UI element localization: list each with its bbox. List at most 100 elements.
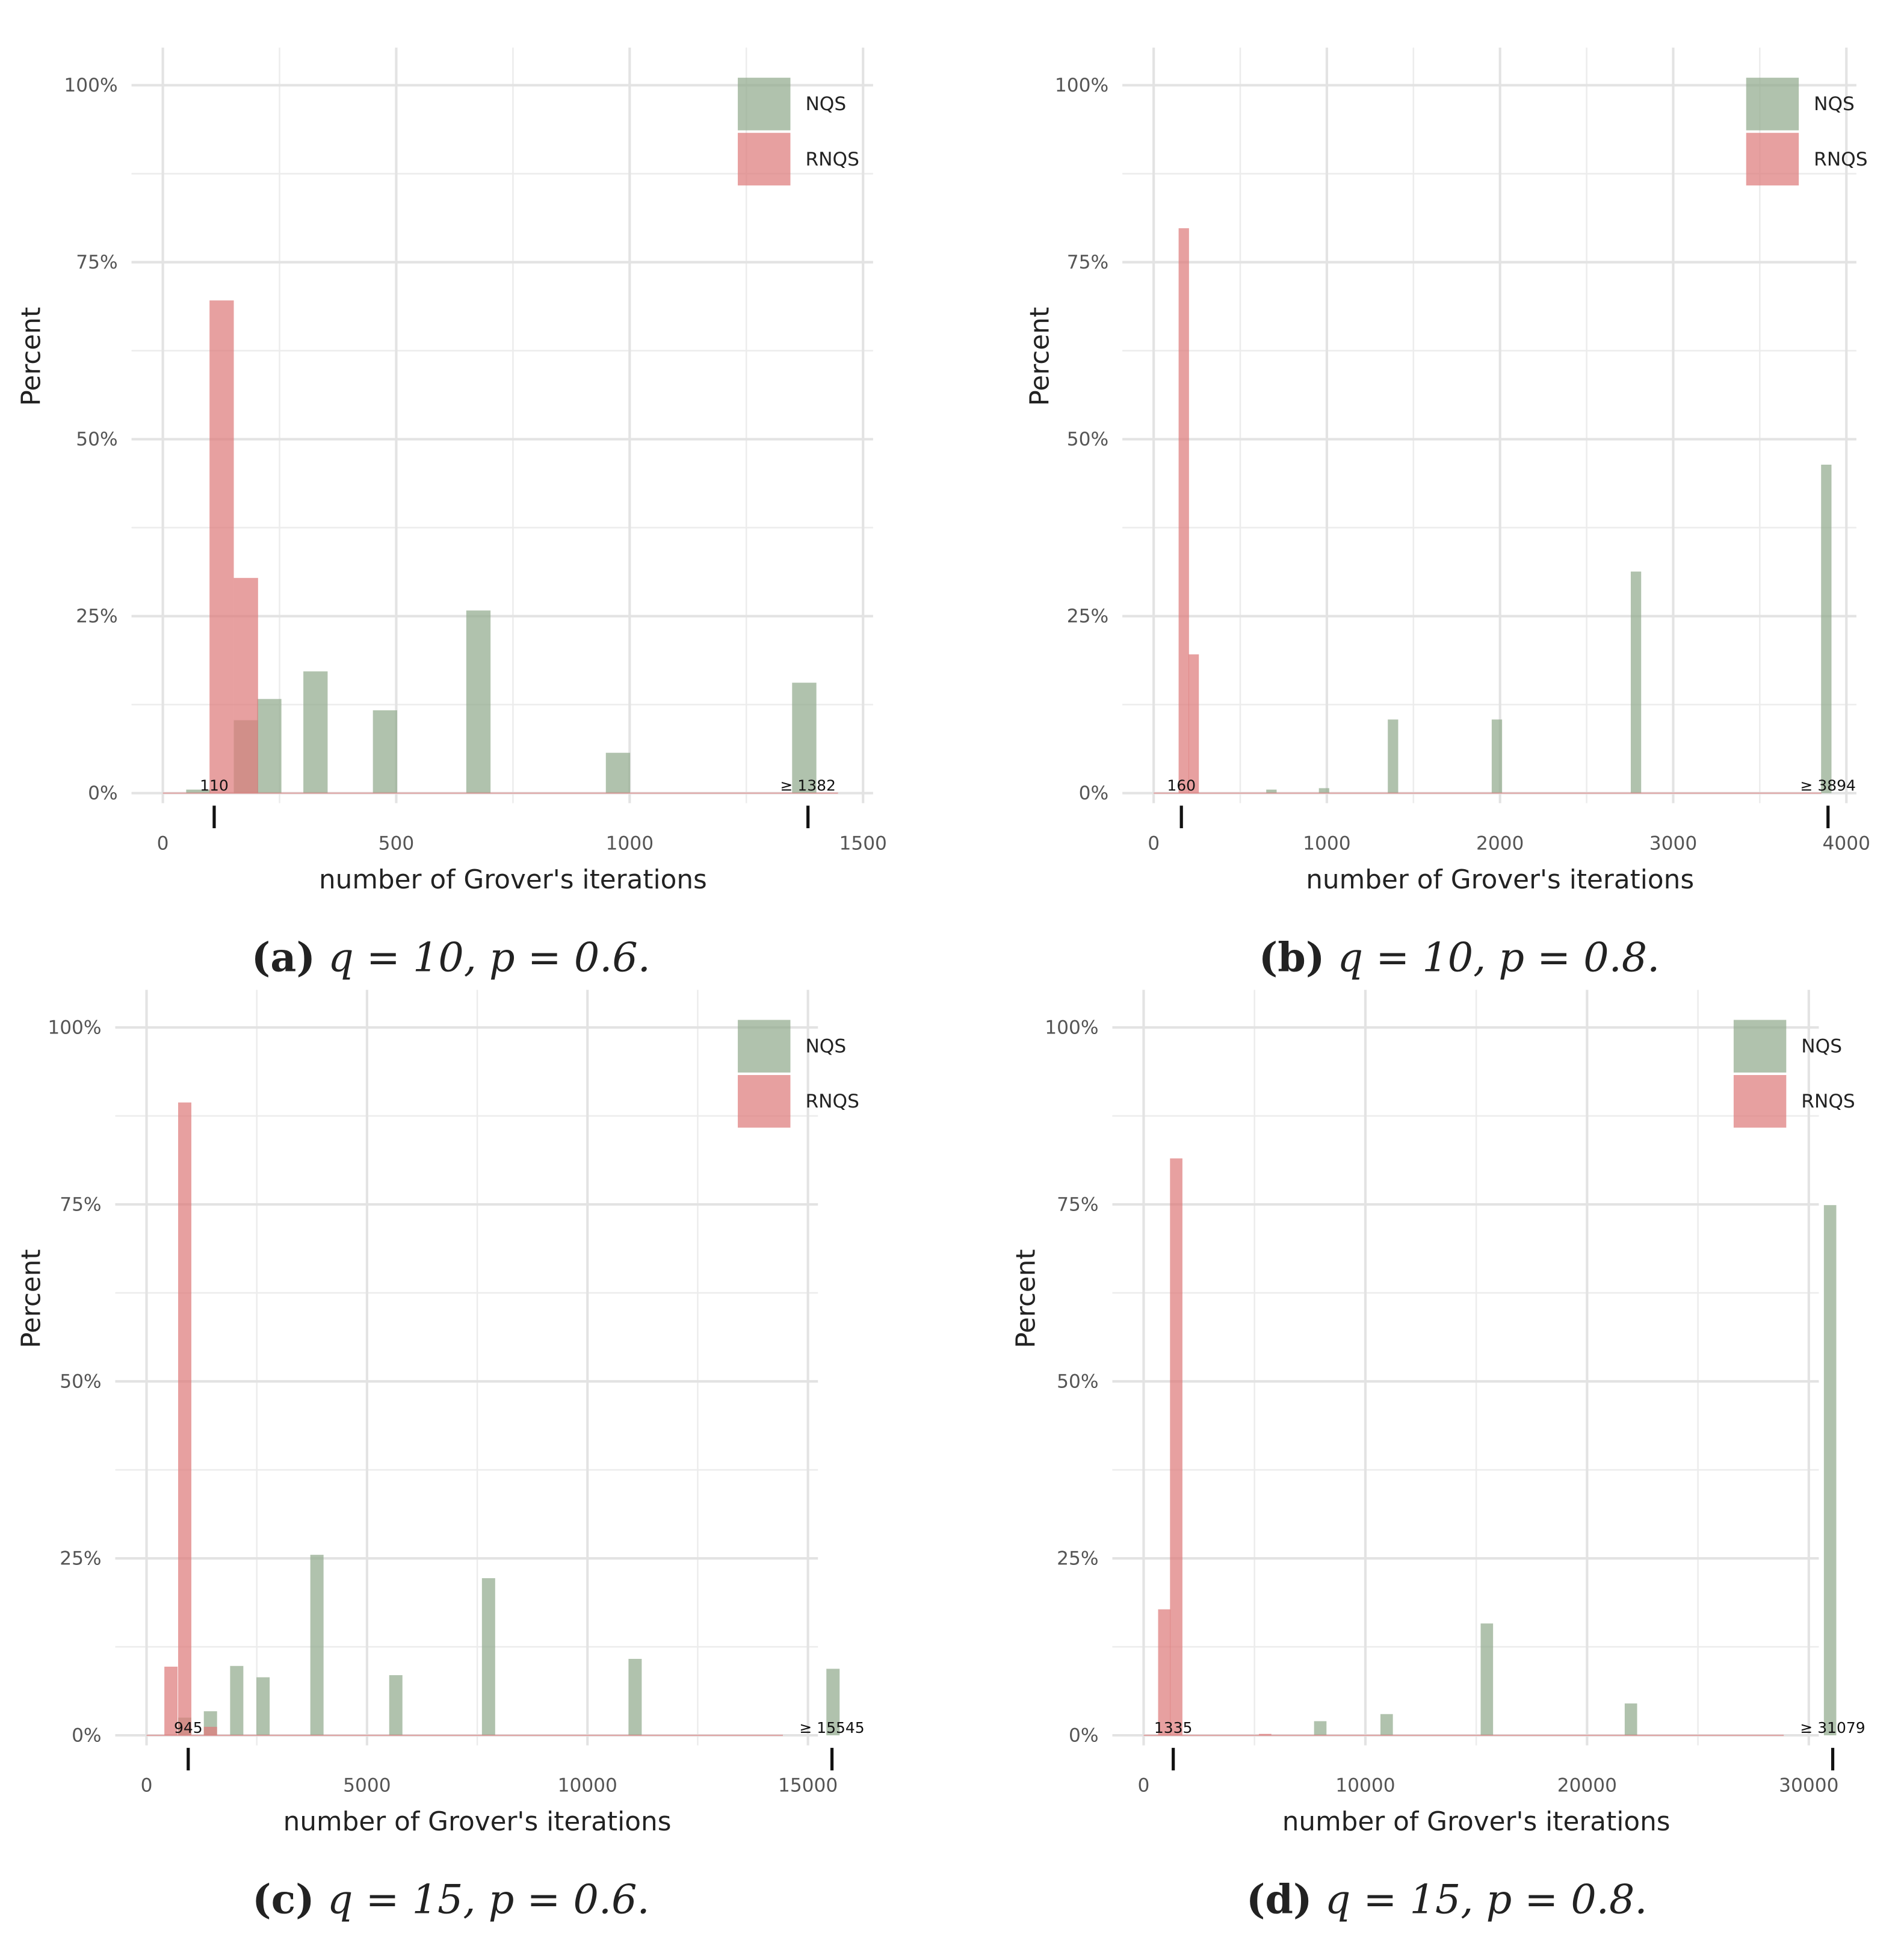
- y-tick-label: 100%: [64, 75, 117, 96]
- bar: [1630, 571, 1642, 793]
- bar: [1266, 789, 1277, 793]
- x-tick-label: 5000: [343, 1775, 391, 1797]
- bar: [1178, 228, 1189, 793]
- caption: (d) q = 15, p = 0.8.: [1246, 1876, 1648, 1923]
- caption-label: (d): [1246, 1876, 1312, 1923]
- legend-swatch: [738, 132, 791, 186]
- bar: [481, 1578, 495, 1736]
- y-tick-label: 50%: [60, 1371, 101, 1392]
- annotation-label: ≥ 15545: [799, 1719, 864, 1736]
- x-tick-label: 4000: [1823, 832, 1870, 854]
- annotation-label: 1335: [1154, 1719, 1193, 1736]
- caption: (c) q = 15, p = 0.6.: [252, 1876, 650, 1923]
- legend-label: RNQS: [805, 1091, 859, 1112]
- y-tick-label: 25%: [76, 606, 117, 627]
- legend-label: RNQS: [1814, 149, 1867, 170]
- y-axis-label: Percent: [1024, 307, 1055, 406]
- annotation-label: ≥ 31079: [1800, 1719, 1865, 1736]
- bar: [233, 578, 258, 793]
- panel: 0 5000 10000 15000 0% 25% 50% 75% 100% NQS RNQS 945…: [16, 990, 865, 1923]
- x-tick-label: 15000: [778, 1775, 838, 1797]
- legend-swatch: [738, 1020, 791, 1073]
- bar: [1314, 1721, 1327, 1736]
- x-tick-label: 3000: [1649, 832, 1697, 854]
- bar: [1188, 654, 1199, 793]
- y-tick-label: 75%: [1067, 252, 1108, 273]
- y-tick-label: 50%: [1057, 1371, 1098, 1392]
- y-axis-label: Percent: [16, 1249, 47, 1348]
- legend-label: RNQS: [805, 149, 859, 170]
- caption-text: q = 15, p = 0.8.: [1325, 1876, 1648, 1923]
- bar: [1158, 1609, 1171, 1736]
- legend-swatch: [738, 1075, 791, 1128]
- bar: [256, 1677, 270, 1736]
- x-tick-label: 1000: [1303, 832, 1350, 854]
- bar: [230, 1665, 244, 1736]
- x-tick-label: 30000: [1779, 1775, 1838, 1797]
- y-tick-label: 100%: [48, 1017, 101, 1038]
- bar: [826, 1668, 840, 1736]
- x-tick-label: 20000: [1557, 1775, 1617, 1797]
- bar: [203, 1726, 217, 1736]
- bar: [1823, 1205, 1837, 1736]
- caption-text: q = 10, p = 0.6.: [328, 934, 651, 981]
- caption-label: (c): [252, 1876, 315, 1923]
- annotation-label: 160: [1167, 777, 1196, 795]
- annotation-label: 110: [200, 777, 229, 795]
- legend-label: NQS: [805, 93, 846, 115]
- x-tick-label: 500: [379, 832, 415, 854]
- legend-label: RNQS: [1801, 1091, 1855, 1112]
- bar: [178, 1102, 191, 1736]
- bar: [1624, 1703, 1637, 1736]
- bar: [186, 789, 211, 793]
- bar: [310, 1555, 324, 1736]
- y-tick-label: 50%: [76, 429, 117, 450]
- bar: [1821, 464, 1832, 793]
- bar: [1380, 1714, 1393, 1736]
- y-tick-label: 0%: [1079, 782, 1109, 804]
- legend-label: NQS: [1814, 93, 1855, 115]
- legend-swatch: [1733, 1020, 1787, 1073]
- bar: [1318, 788, 1329, 793]
- x-tick-label: 1000: [606, 832, 654, 854]
- bar: [1388, 719, 1399, 793]
- x-tick-label: 1500: [839, 832, 886, 854]
- x-tick-label: 10000: [1335, 1775, 1395, 1797]
- bar: [1259, 1733, 1272, 1736]
- caption-text: q = 10, p = 0.8.: [1338, 934, 1660, 981]
- x-tick-label: 0: [1148, 832, 1160, 854]
- y-axis-label: Percent: [16, 307, 47, 406]
- annotation-label: ≥ 1382: [780, 777, 835, 795]
- caption-label: (a): [252, 933, 315, 981]
- y-tick-label: 100%: [1045, 1017, 1098, 1038]
- y-axis-label: Percent: [1010, 1249, 1041, 1348]
- bar: [257, 699, 282, 793]
- y-tick-label: 50%: [1067, 429, 1108, 450]
- bar: [303, 671, 328, 793]
- legend-label: NQS: [805, 1036, 846, 1058]
- x-axis-label: number of Grover's iterations: [1306, 864, 1694, 895]
- caption: (b) q = 10, p = 0.8.: [1259, 933, 1660, 981]
- caption-text: q = 15, p = 0.6.: [327, 1876, 650, 1923]
- panel: 0 1000 2000 3000 4000 0% 25% 50% 75% 100% NQS RNQS 1…: [1024, 48, 1870, 981]
- bar: [1480, 1623, 1494, 1736]
- x-tick-label: 2000: [1476, 832, 1524, 854]
- y-tick-label: 75%: [76, 252, 117, 273]
- x-tick-label: 0: [141, 1775, 153, 1797]
- legend-label: NQS: [1801, 1036, 1842, 1058]
- bar: [209, 300, 234, 793]
- annotation-label: ≥ 3894: [1800, 777, 1856, 795]
- y-tick-label: 25%: [1057, 1548, 1098, 1569]
- annotation-label: 945: [174, 1719, 203, 1736]
- x-axis-label: number of Grover's iterations: [283, 1806, 672, 1837]
- legend-swatch: [1746, 78, 1799, 131]
- bar: [1170, 1158, 1182, 1736]
- legend-swatch: [1733, 1075, 1787, 1128]
- y-tick-label: 25%: [1067, 606, 1108, 627]
- y-tick-label: 0%: [88, 782, 118, 804]
- y-tick-label: 100%: [1055, 75, 1108, 96]
- bar: [466, 610, 491, 793]
- y-tick-label: 75%: [1057, 1194, 1098, 1215]
- y-tick-label: 0%: [1069, 1724, 1099, 1746]
